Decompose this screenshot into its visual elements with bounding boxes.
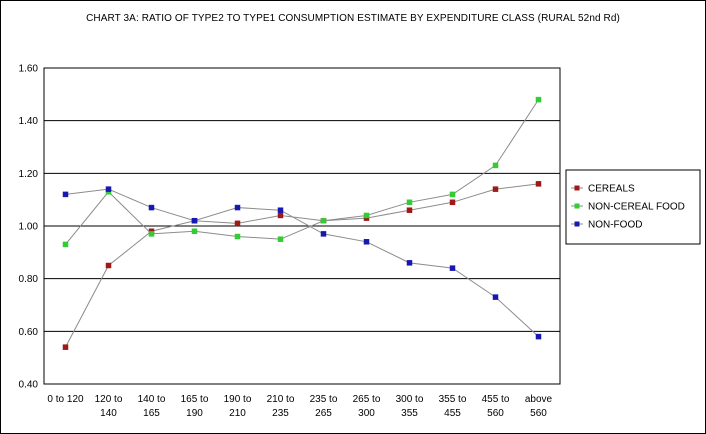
x-tick-label: 210 to 235 (267, 394, 295, 419)
data-point (406, 199, 413, 206)
data-point (406, 260, 413, 266)
data-point (363, 239, 370, 245)
x-tick-label: 355 to 455 (439, 394, 467, 419)
plot-area-border (43, 67, 561, 385)
data-point (363, 212, 370, 219)
data-point (449, 265, 456, 271)
legend-label: CEREALS (588, 184, 635, 195)
x-tick-label: above 560 (525, 394, 553, 419)
y-tick-label: 0.80 (19, 274, 39, 285)
x-tick-label: 190 to 210 (224, 394, 252, 419)
legend-marker (574, 221, 580, 227)
y-tick-label: 1.20 (19, 169, 39, 180)
legend: CEREALS NON-CEREAL FOOD NON-FOOD (565, 169, 701, 245)
x-tick-label: 120 to 140 (95, 394, 123, 419)
data-point (449, 191, 456, 198)
data-point (277, 212, 284, 219)
data-point (62, 191, 69, 198)
legend-label: NON-FOOD (588, 220, 642, 231)
data-point (535, 181, 542, 187)
data-point (277, 207, 284, 213)
data-point (148, 231, 155, 237)
data-point (320, 217, 327, 224)
data-point (191, 217, 198, 224)
legend-label: NON-CEREAL FOOD (588, 202, 685, 213)
y-axis-ticks: 0.40 0.60 0.80 1.00 1.20 1.40 1.60 (19, 64, 39, 391)
data-point (234, 204, 241, 211)
series-line (65, 183, 539, 348)
series-lines (65, 99, 539, 348)
data-point (191, 228, 198, 235)
data-point (62, 241, 69, 248)
x-tick-label: 235 to 265 (310, 394, 338, 419)
data-point (492, 186, 499, 192)
data-point (535, 96, 542, 103)
x-tick-label: 455 to 560 (482, 394, 510, 419)
data-point (148, 204, 155, 211)
gridlines (44, 67, 560, 385)
data-point (320, 231, 327, 237)
series-markers (62, 96, 542, 350)
series-line (65, 99, 539, 245)
x-tick-label: 0 to 120 (47, 394, 84, 405)
data-point (406, 207, 413, 213)
data-point (449, 199, 456, 206)
y-tick-label: 1.00 (19, 222, 39, 233)
x-axis-ticks: 0 to 120 120 to 140 140 to 165 165 to 190 190 t… (47, 394, 552, 419)
data-point (105, 262, 112, 269)
chart-title: CHART 3A: RATIO OF TYPE2 TO TYPE1 CONSUM… (86, 13, 620, 24)
data-point (492, 162, 499, 169)
x-tick-label: 165 to 190 (181, 394, 209, 419)
x-tick-label: 265 to 300 (353, 394, 381, 419)
data-point (234, 233, 241, 240)
data-point (277, 236, 284, 242)
data-point (62, 344, 69, 350)
series-line (65, 188, 539, 337)
y-tick-label: 0.60 (19, 327, 39, 338)
y-tick-label: 0.40 (19, 380, 39, 391)
legend-box (565, 169, 701, 245)
data-point (234, 220, 241, 227)
legend-marker (574, 203, 580, 209)
data-point (535, 333, 542, 340)
data-point (105, 186, 112, 192)
y-tick-label: 1.60 (19, 64, 39, 75)
legend-marker (574, 185, 580, 191)
x-tick-label: 140 to 165 (138, 394, 166, 419)
x-tick-label: 300 to 355 (396, 394, 424, 419)
y-tick-label: 1.40 (19, 116, 39, 127)
data-point (492, 294, 499, 300)
